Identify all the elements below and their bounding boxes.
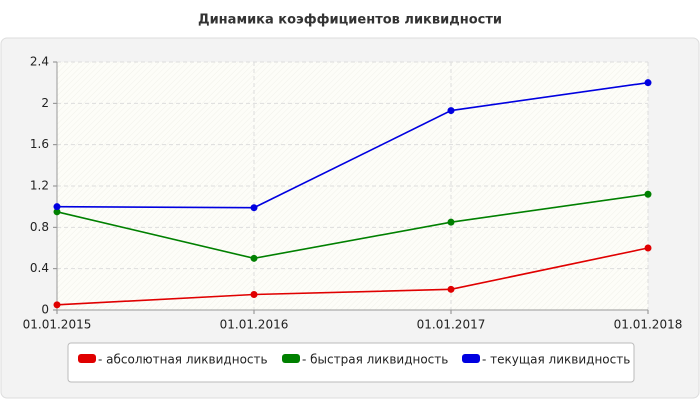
data-point [250,254,258,262]
chart-title: Динамика коэффициентов ликвидности [198,13,502,28]
x-tick-label: 01.01.2018 [614,318,683,332]
y-tick-label: 0.4 [30,261,49,275]
data-point [447,285,455,293]
data-point [644,190,652,198]
data-point [447,107,455,115]
x-tick-label: 01.01.2017 [417,318,486,332]
legend-label: - текущая ликвидность [482,353,630,367]
data-point [250,291,258,298]
legend-swatch [78,354,96,363]
legend-label: - абсолютная ликвидность [98,353,268,367]
y-tick-label: 2 [41,96,49,110]
data-point [53,301,61,309]
data-point [53,208,61,216]
legend-swatch [282,354,300,363]
legend [67,342,635,383]
data-point [644,244,652,252]
y-tick-label: 0.8 [30,220,49,234]
y-tick-label: 0 [41,303,49,317]
series-line [56,81,649,209]
y-tick-label: 2.4 [30,55,49,69]
y-tick-label: 1.2 [30,179,49,193]
data-point [644,79,652,87]
y-tick-label: 1.6 [30,137,49,151]
legend-swatch [462,354,480,363]
data-point [53,203,61,211]
data-point [447,218,455,226]
legend-label: - быстрая ликвидность [302,353,448,367]
series-line [56,247,649,306]
series-line [56,193,649,260]
data-point [250,204,258,212]
x-tick-label: 01.01.2016 [220,318,289,332]
x-tick-label: 01.01.2015 [23,318,92,332]
